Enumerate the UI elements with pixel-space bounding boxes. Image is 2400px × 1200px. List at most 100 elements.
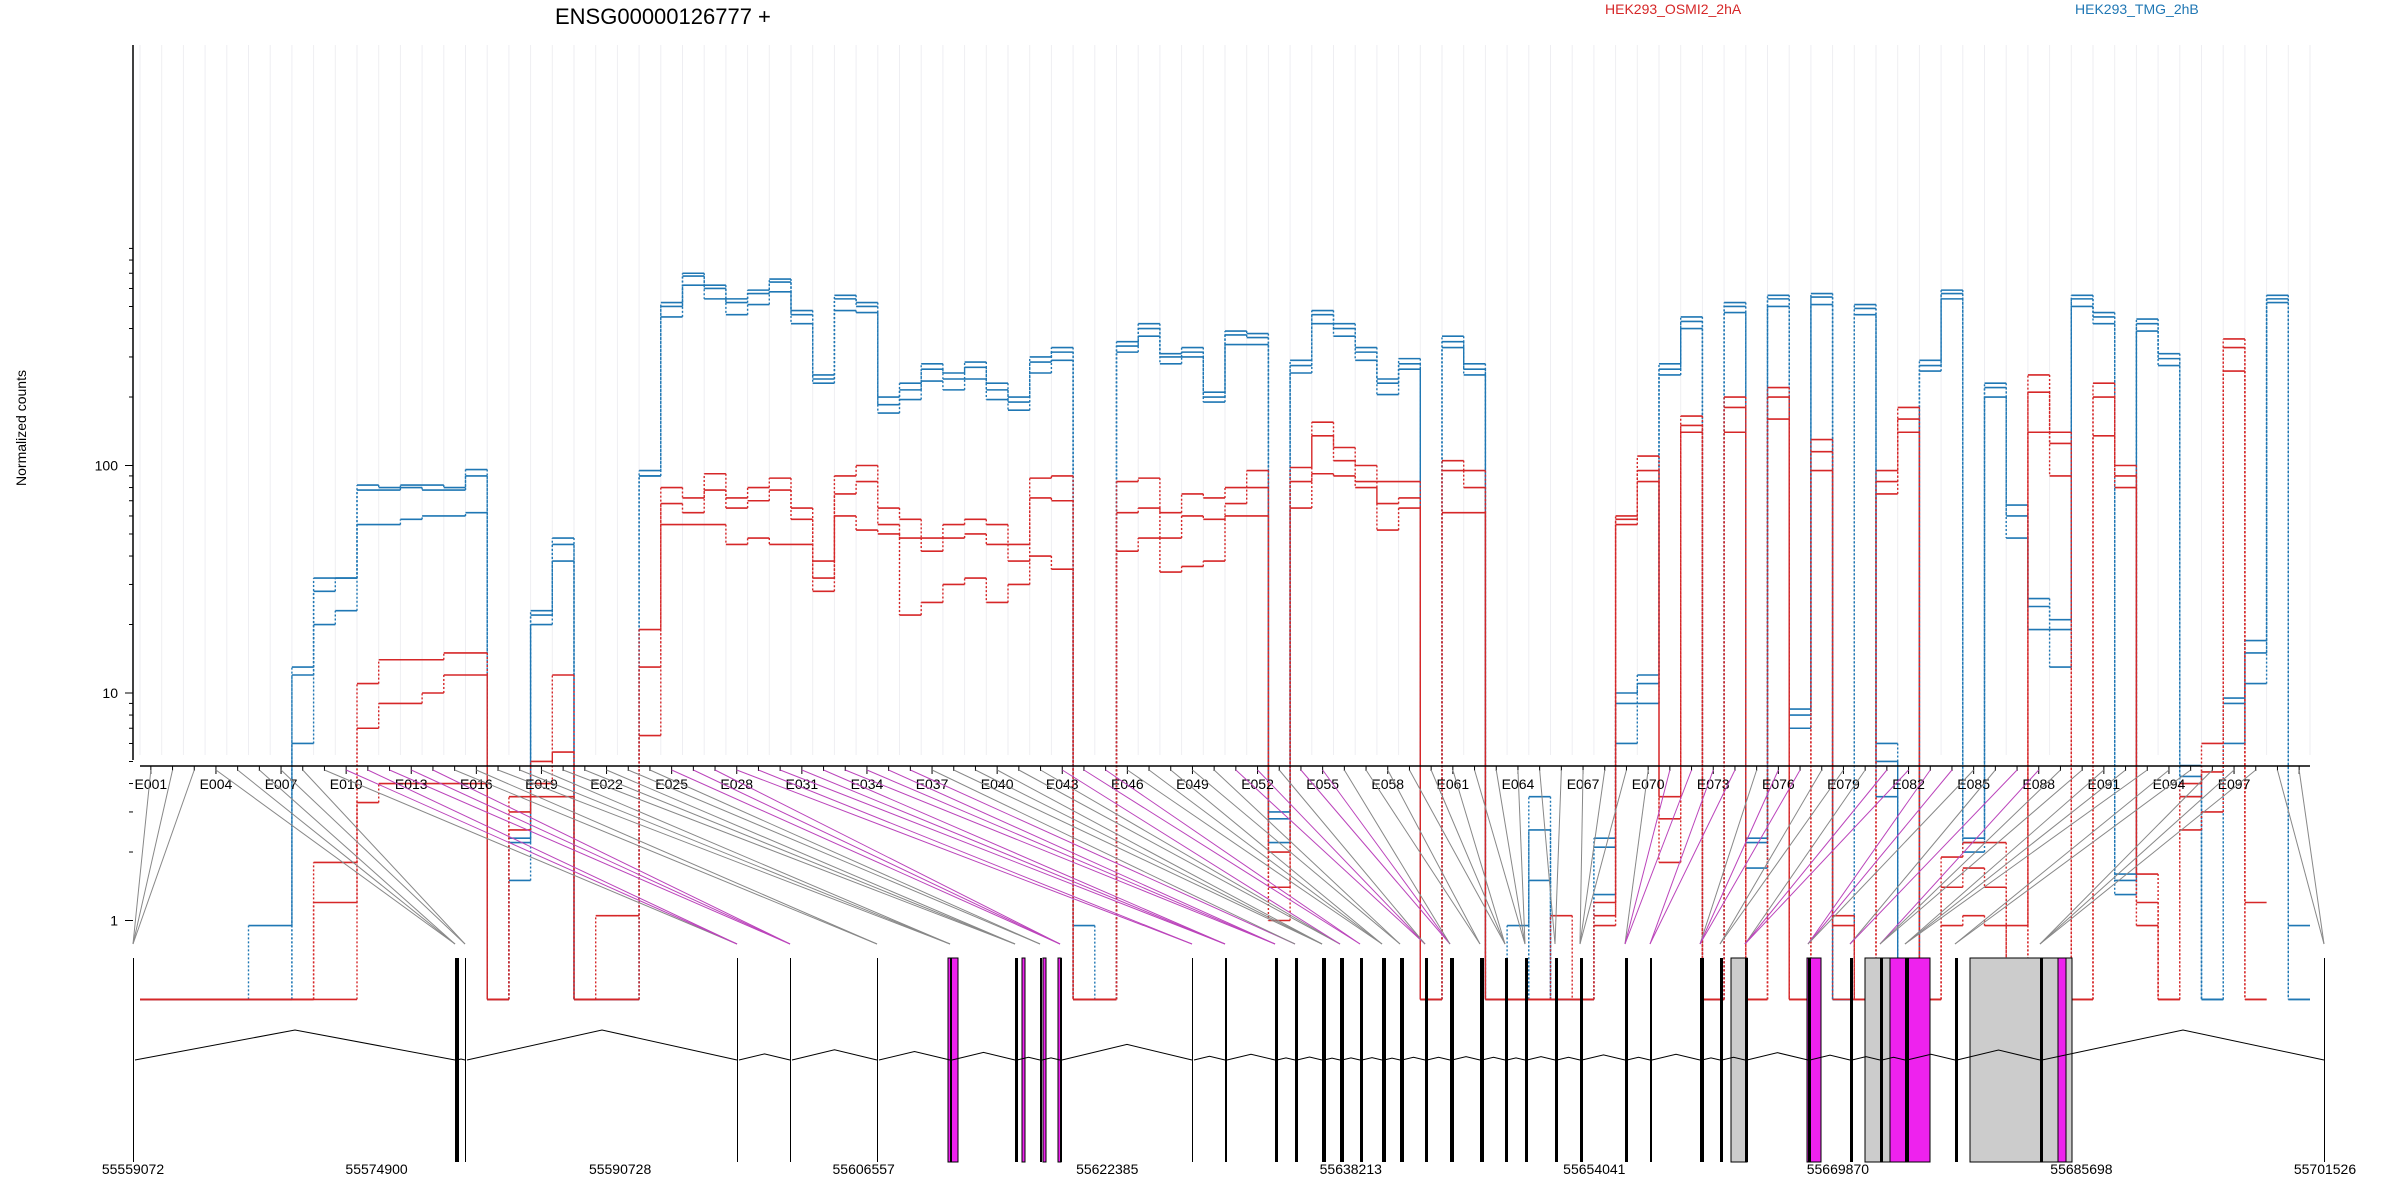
- exon-connector: [758, 769, 1193, 945]
- exon-block: [1955, 958, 1958, 1162]
- exon-connector: [1105, 769, 1361, 945]
- exon-connector: [1849, 769, 1996, 945]
- series-step-connector: [162, 339, 2267, 999]
- exon-connector: [1343, 769, 1451, 945]
- exon-block: [950, 958, 952, 1162]
- exon-label: E061: [1436, 776, 1469, 792]
- exon-label: E025: [655, 776, 688, 792]
- exon-block: [2040, 958, 2043, 1162]
- intron-line: [1626, 1056, 1651, 1061]
- genomic-tick-label: 55638213: [1320, 1161, 1383, 1177]
- exon-label: E055: [1306, 776, 1339, 792]
- exon-label: E031: [785, 776, 818, 792]
- exon-connector: [259, 769, 456, 945]
- exon-connector: [649, 769, 1041, 945]
- intron-line: [1361, 1057, 1383, 1061]
- exon-connector: [996, 769, 1323, 945]
- exon-connector: [1322, 769, 1451, 945]
- intron-line: [1226, 1053, 1276, 1061]
- exon-block: [1889, 957, 1931, 1163]
- exon-block: [465, 958, 466, 1162]
- exon-connector: [1213, 769, 1401, 945]
- exon-label: E097: [2218, 776, 2251, 792]
- exon-label: E028: [720, 776, 753, 792]
- y-tick-label: 1: [110, 913, 118, 929]
- exon-connector: [476, 769, 878, 945]
- exon-connector: [324, 769, 738, 945]
- exon-connector: [432, 769, 791, 945]
- intron-line: [1451, 1056, 1481, 1061]
- exon-connector: [1061, 769, 1341, 945]
- exon-label: E016: [460, 776, 493, 792]
- exon-connector: [1879, 769, 2083, 945]
- exon-connector: [1904, 769, 2126, 945]
- intron-line: [1651, 1053, 1701, 1061]
- exon-connector: [866, 769, 1276, 945]
- exon-connector: [541, 769, 951, 945]
- exon-connector: [1807, 769, 1975, 945]
- intron-line: [1881, 1056, 1906, 1061]
- exon-label: E049: [1176, 776, 1209, 792]
- exon-label: E079: [1827, 776, 1860, 792]
- exon-connector: [1127, 769, 1383, 945]
- exon-connector: [1879, 769, 2040, 945]
- exon-block: [1525, 958, 1528, 1162]
- exon-label: E073: [1697, 776, 1730, 792]
- genomic-tick-label: 55574900: [345, 1161, 408, 1177]
- exon-connector: [1554, 769, 1562, 945]
- exon-block: [1060, 958, 1062, 1162]
- exon-label: E046: [1111, 776, 1144, 792]
- exon-connectors: [132, 769, 2325, 945]
- exon-block: [1969, 957, 2073, 1163]
- intron-line: [1701, 1057, 1721, 1061]
- y-tick-label: 10: [102, 685, 118, 701]
- intron-line: [1526, 1056, 1556, 1061]
- intron-line: [456, 1058, 466, 1061]
- exon-block: [2057, 957, 2067, 1163]
- exon-block: [1864, 957, 1891, 1163]
- exon-connector: [1624, 769, 1693, 945]
- exon-label: E013: [395, 776, 428, 792]
- intron-line: [738, 1053, 791, 1061]
- intron-line: [951, 1051, 1016, 1061]
- y-axis: 1 10 100: [95, 45, 134, 929]
- genomic-tick-label: 55685698: [2050, 1161, 2113, 1177]
- exon-block: [1295, 958, 1298, 1162]
- exon-label: E034: [851, 776, 884, 792]
- plot-series: [140, 272, 2310, 999]
- exon-connector: [215, 769, 456, 945]
- exon-connector: [411, 769, 791, 945]
- genomic-tick-label: 55559072: [102, 1161, 165, 1177]
- exon-connector: [1579, 769, 1584, 945]
- exon-connector: [2276, 769, 2325, 945]
- exon-connector: [1954, 769, 2191, 945]
- exon-connector: [1430, 769, 1506, 945]
- exon-block: [1275, 958, 1278, 1162]
- exon-connector: [693, 769, 1061, 945]
- exon-connector: [1954, 769, 2170, 945]
- intron-line: [1401, 1056, 1426, 1061]
- exon-connector: [1539, 769, 1556, 945]
- intron-line: [1426, 1056, 1451, 1061]
- intron-line: [1581, 1054, 1626, 1061]
- exon-block: [1015, 958, 1018, 1162]
- intron-line: [1323, 1057, 1341, 1061]
- exon-connector: [1649, 769, 1714, 945]
- exon-connector: [671, 769, 1061, 945]
- gene-model: [133, 957, 2325, 1163]
- exon-block: [1505, 958, 1508, 1162]
- exon-connector: [931, 769, 1296, 945]
- exon-connector: [1719, 769, 1844, 945]
- exon-block: [1625, 958, 1628, 1162]
- genomic-coordinate-ticks: 55559072 55574900 55590728 55606557 55622385…: [102, 1161, 2357, 1177]
- intron-line: [1383, 1057, 1401, 1061]
- exon-block: [1880, 958, 1883, 1162]
- exon-label: E022: [590, 776, 623, 792]
- x-axis-exon-labels: E001 E004 E007 E010 E013 E016 E019 E022 E025 E028…: [134, 765, 2310, 792]
- intron-line: [2041, 1029, 2325, 1061]
- exon-block: [1720, 958, 1723, 1162]
- exon-label: E070: [1632, 776, 1665, 792]
- exon-block: [133, 958, 134, 1162]
- exon-connector: [1300, 769, 1451, 945]
